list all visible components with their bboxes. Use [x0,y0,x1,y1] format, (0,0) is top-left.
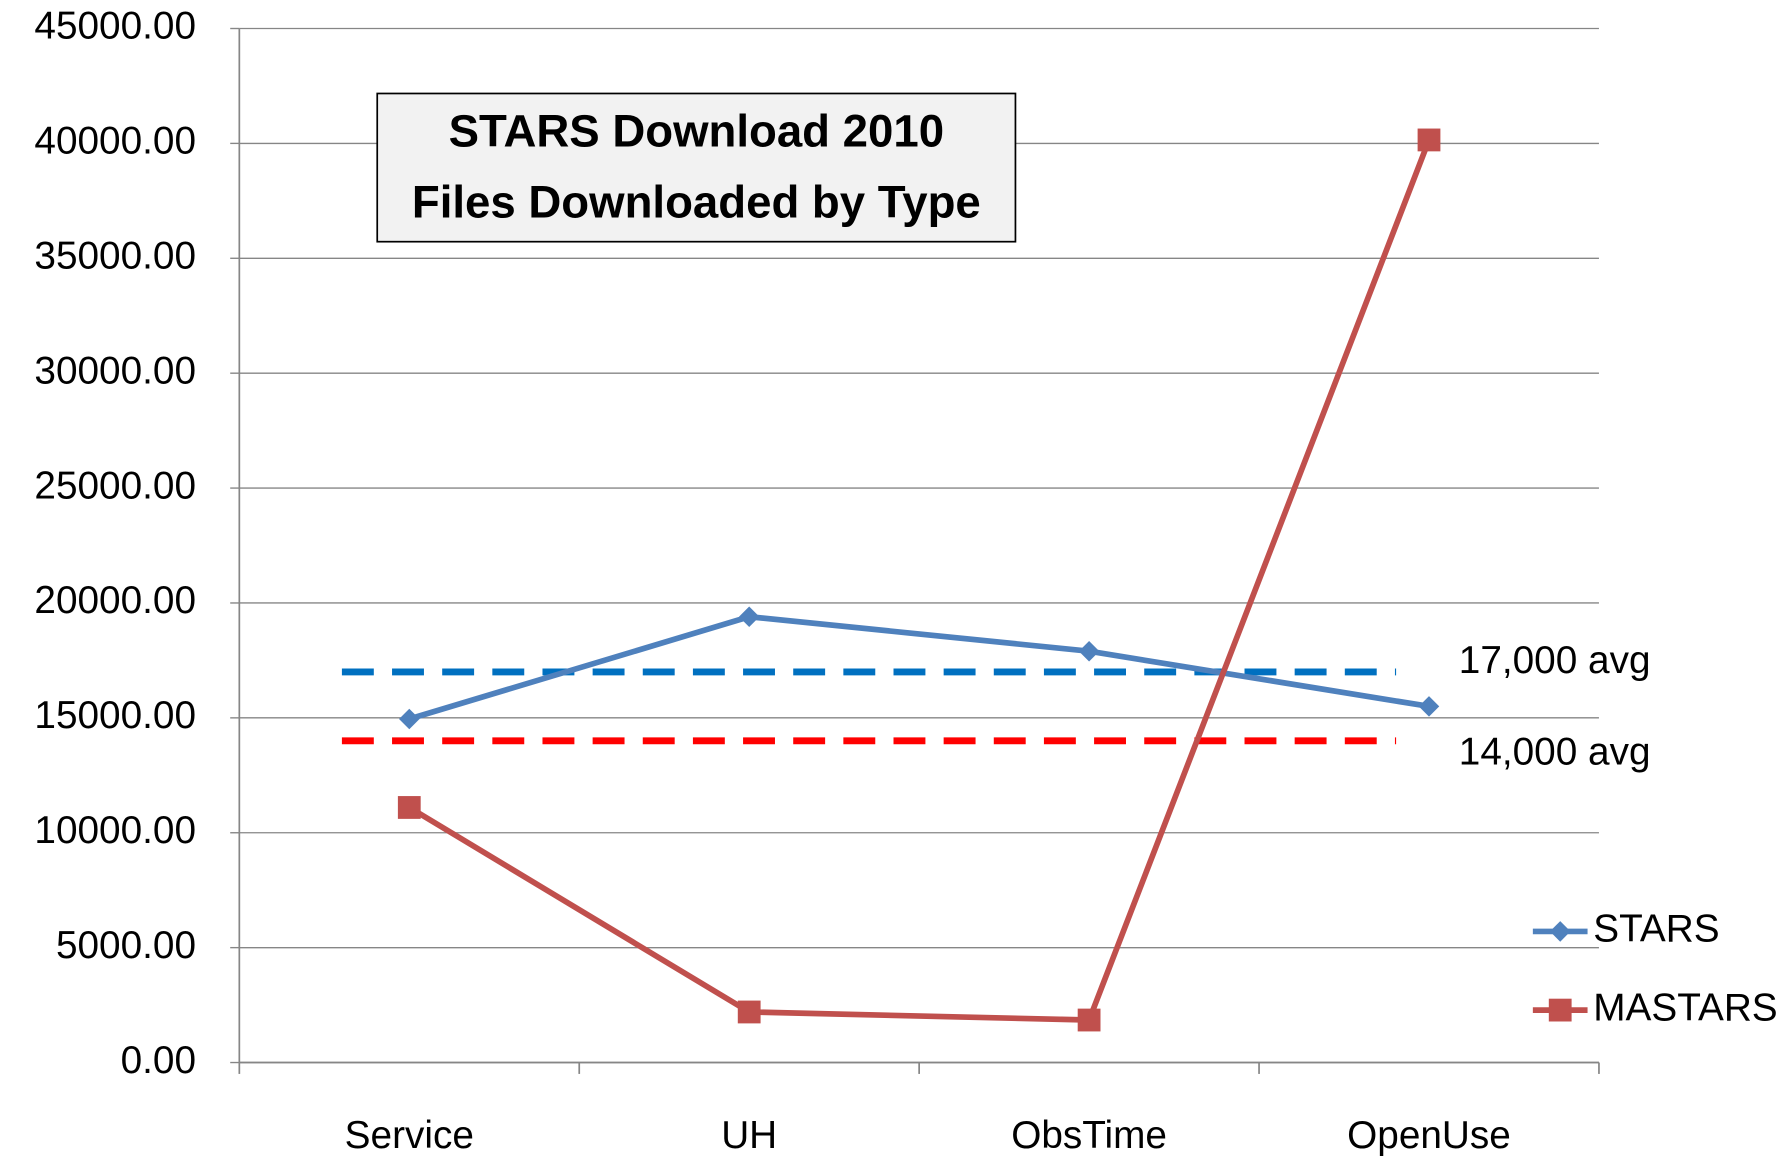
plot [341,128,1441,1032]
average-label: 14,000 avg [1459,731,1651,774]
legend-label: MASTARS [1593,986,1777,1029]
y-tick-label: 10000.00 [34,809,196,852]
y-tick-label: 25000.00 [34,464,196,507]
y-tick-label: 0.00 [121,1039,196,1082]
series-line [407,138,1432,1023]
x-tick-label: Service [345,1114,474,1157]
y-tick-label: 40000.00 [34,120,196,163]
chart-title: STARS Download 2010 [449,106,944,157]
y-tick-label: 5000.00 [56,924,196,967]
y-tick-label: 35000.00 [34,235,196,278]
x-tick-label: OpenUse [1347,1114,1511,1157]
chart-subtitle: Files Downloaded by Type [412,176,981,227]
marker [1418,696,1440,717]
title-box [376,92,1017,243]
average-label: 17,000 avg [1459,639,1651,682]
y-tick-label: 30000.00 [34,349,196,392]
series-line [408,613,1430,722]
marker [397,796,421,819]
y-tick-label: 15000.00 [34,694,196,737]
legend-marker [1548,998,1572,1022]
y-tick-label: 45000.00 [34,5,196,48]
marker [1077,1008,1101,1032]
marker [1078,640,1100,662]
marker [737,1000,761,1024]
legend-marker [1549,921,1571,942]
legend-label: STARS [1593,908,1719,951]
marker [738,606,760,628]
marker [399,708,420,730]
x-tick-label: UH [721,1114,777,1157]
y-tick-label: 20000.00 [34,579,196,622]
marker [1417,128,1441,152]
x-tick-label: ObsTime [1011,1114,1167,1157]
